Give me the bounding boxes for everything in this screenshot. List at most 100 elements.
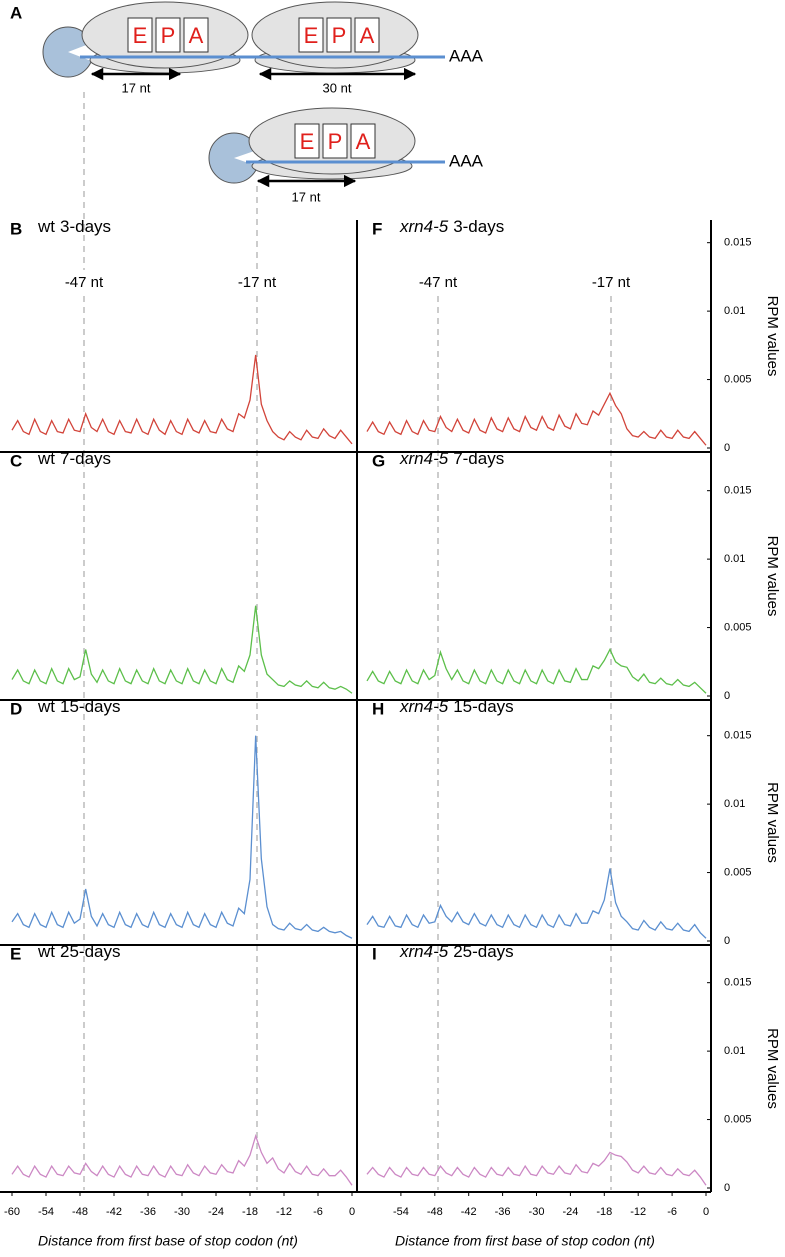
site-box — [350, 123, 376, 159]
poly-a: AAA — [449, 46, 484, 65]
y-tick-label: 0.005 — [724, 621, 752, 633]
x-tick-label: -6 — [313, 1206, 323, 1218]
x-tick-label: -60 — [4, 1206, 20, 1218]
y-tick-label: 0.015 — [724, 237, 752, 249]
series-line — [366, 868, 707, 939]
panel-title: wt 25-days — [37, 942, 120, 961]
genotype: xrn4-5 — [399, 217, 449, 236]
x-axis-label: Distance from first base of stop codon (… — [395, 1233, 655, 1249]
genotype: xrn4-5 — [399, 449, 449, 468]
genotype: wt — [37, 942, 55, 961]
panel-label: H — [372, 699, 384, 718]
span-label: 30 nt — [323, 80, 352, 95]
y-tick-label: 0.005 — [724, 866, 752, 878]
condition: 3-days — [453, 217, 504, 236]
x-tick-label: -30 — [529, 1206, 545, 1218]
x-tick-label: -54 — [38, 1206, 54, 1218]
x-tick-label: -6 — [667, 1206, 677, 1218]
genotype: wt — [37, 217, 55, 236]
panel-title: xrn4-5 25-days — [399, 942, 514, 961]
x-tick-label: -18 — [242, 1206, 258, 1218]
y-axis-label: RPM values — [764, 1028, 781, 1109]
series-line — [11, 605, 353, 694]
panel-label: B — [10, 219, 22, 238]
site-box — [127, 17, 153, 53]
x-tick-label: -48 — [72, 1206, 88, 1218]
condition: 3-days — [60, 217, 111, 236]
y-tick-label: 0 — [724, 935, 730, 947]
y-tick-label: 0.01 — [724, 798, 745, 810]
x-tick-label: 0 — [703, 1206, 709, 1218]
panel-title: wt 3-days — [37, 217, 111, 236]
x-tick-label: -42 — [461, 1206, 477, 1218]
y-axis-label: RPM values — [764, 296, 781, 377]
panel-label: D — [10, 699, 22, 718]
site-label: E — [300, 129, 315, 154]
y-tick-label: 0.015 — [724, 485, 752, 497]
site-box — [155, 17, 181, 53]
panel-label: I — [372, 944, 377, 963]
x-tick-label: -36 — [495, 1206, 511, 1218]
y-tick-label: 0.01 — [724, 553, 745, 565]
panel-label: G — [372, 451, 385, 470]
x-tick-label: -42 — [106, 1206, 122, 1218]
y-tick-label: 0 — [724, 690, 730, 702]
series-line — [11, 1133, 353, 1186]
site-label: P — [332, 23, 347, 48]
site-label: P — [161, 23, 176, 48]
annotation: -17 nt — [592, 274, 631, 291]
x-tick-label: -54 — [393, 1206, 409, 1218]
span-label: 17 nt — [122, 80, 151, 95]
series-line — [366, 1151, 707, 1186]
annotation: -47 nt — [419, 274, 458, 291]
diagram: A E P A E P A AAA 17 nt 30 nt E — [10, 1, 484, 204]
condition: 7-days — [453, 449, 504, 468]
poly-a: AAA — [449, 151, 484, 170]
site-box — [294, 123, 320, 159]
genotype: xrn4-5 — [399, 942, 449, 961]
y-axis-label: RPM values — [764, 536, 781, 617]
genotype: wt — [37, 449, 55, 468]
site-box — [326, 17, 352, 53]
site-label: E — [133, 23, 148, 48]
condition: 7-days — [60, 449, 111, 468]
series-line — [11, 735, 353, 939]
y-tick-label: 0.015 — [724, 977, 752, 989]
site-label: A — [356, 129, 371, 154]
y-tick-label: 0.01 — [724, 305, 745, 317]
y-tick-label: 0.005 — [724, 373, 752, 385]
site-label: A — [189, 23, 204, 48]
panel-label: E — [10, 944, 21, 963]
y-tick-label: 0 — [724, 1182, 730, 1194]
y-tick-label: 0.015 — [724, 730, 752, 742]
site-label: P — [328, 129, 343, 154]
x-tick-label: -12 — [276, 1206, 292, 1218]
condition: 25-days — [60, 942, 120, 961]
panel-title: wt 7-days — [37, 449, 111, 468]
series-line — [11, 354, 353, 445]
panel-title: xrn4-5 7-days — [399, 449, 504, 468]
condition: 15-days — [60, 697, 120, 716]
site-label: A — [360, 23, 375, 48]
panel-label: C — [10, 451, 22, 470]
site-box — [322, 123, 348, 159]
genotype: wt — [37, 697, 55, 716]
series-line — [366, 391, 707, 446]
series-line — [366, 647, 707, 694]
y-tick-label: 0 — [724, 442, 730, 454]
y-tick-label: 0.005 — [724, 1113, 752, 1125]
condition: 25-days — [453, 942, 513, 961]
panel-label: F — [372, 219, 382, 238]
x-tick-label: -48 — [427, 1206, 443, 1218]
y-axis-label: RPM values — [764, 782, 781, 863]
x-tick-label: -36 — [140, 1206, 156, 1218]
x-tick-label: -24 — [562, 1206, 578, 1218]
span-label: 17 nt — [292, 189, 321, 204]
x-tick-label: -12 — [630, 1206, 646, 1218]
site-box — [298, 17, 324, 53]
x-tick-label: -18 — [596, 1206, 612, 1218]
annotation: -17 nt — [238, 274, 277, 291]
panel-label: A — [10, 3, 22, 22]
x-tick-label: 0 — [349, 1206, 355, 1218]
